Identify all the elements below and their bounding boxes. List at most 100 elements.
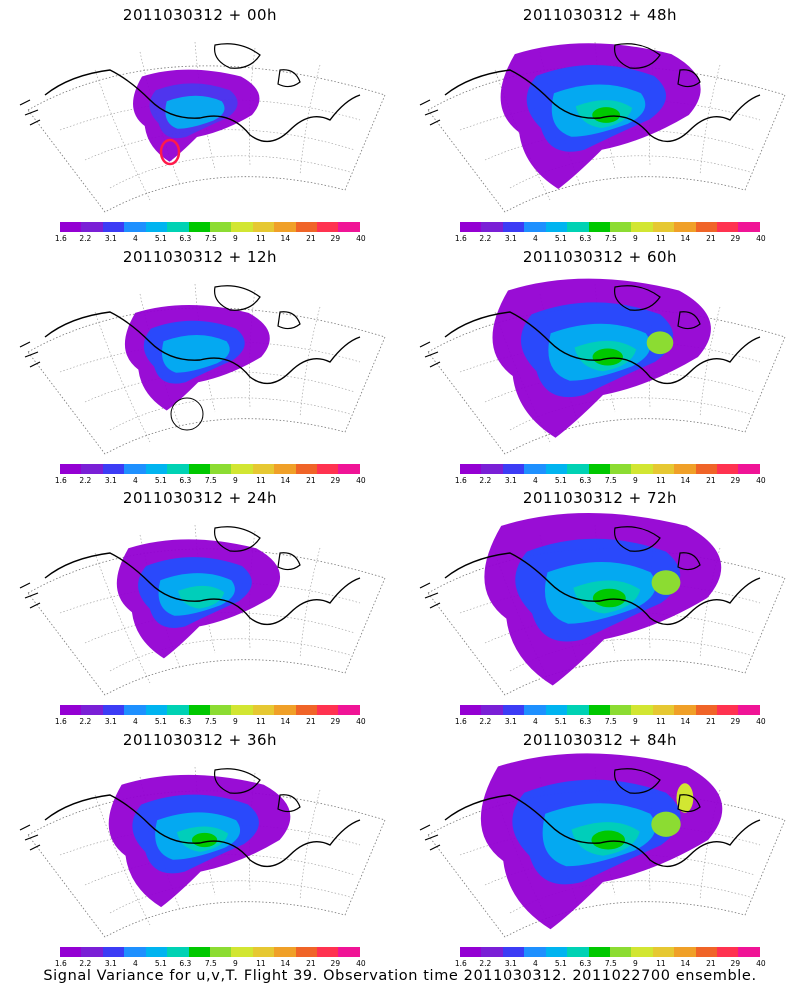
colorbar-tick-label: 7.5 (204, 959, 217, 968)
colorbar-swatch (717, 705, 739, 715)
colorbar-swatch (588, 947, 610, 957)
colorbar-tick-label: 40 (356, 959, 366, 968)
colorbar-tick-label: 5.1 (154, 959, 167, 968)
colorbar-swatch (60, 464, 82, 474)
colorbar-swatch (252, 222, 275, 232)
colorbar-tick-label: 9 (632, 717, 638, 726)
colorbar-tick-label: 6.3 (579, 717, 592, 726)
colorbar-tick-label: 11 (256, 234, 266, 243)
colorbar-tick-label: 29 (330, 959, 341, 968)
colorbar-tick-label: 3.1 (104, 476, 117, 485)
colorbar-tick-label: 6.3 (579, 234, 592, 243)
colorbar-swatch (252, 947, 275, 957)
colorbar-swatch (102, 947, 125, 957)
colorbar-swatch (317, 222, 339, 232)
colorbar-swatch (652, 222, 675, 232)
colorbar-swatch (188, 222, 210, 232)
colorbar-tick-label: 11 (656, 234, 666, 243)
colorbar-tick-label: 21 (306, 717, 316, 726)
colorbar-tick-label: 4 (532, 476, 538, 485)
colorbar-tick-label: 1.6 (454, 717, 467, 726)
colorbar-swatch (252, 464, 275, 474)
map-panel: 2011030312 + 36h 1.6 2.2 3.1 4 5.1 6.3 7.5 9 11 14… (0, 725, 400, 968)
colorbar-swatch (695, 705, 718, 715)
colorbar (60, 705, 360, 715)
colorbar-swatch (145, 947, 168, 957)
colorbar-swatch (674, 222, 696, 232)
colorbar-swatch (609, 464, 632, 474)
colorbar-tick-label: 14 (680, 959, 691, 968)
colorbar-tick-label: 1.6 (54, 234, 67, 243)
map-panel: 2011030312 + 00h 1.6 2.2 3.1 4 5.1 6.3 7.5 9 11 14… (0, 0, 400, 243)
colorbar-swatch (524, 705, 546, 715)
variance-field (500, 43, 701, 189)
figure-caption: Signal Variance for u,v,T. Flight 39. Ob… (43, 968, 757, 984)
colorbar-tick-label: 9 (232, 476, 238, 485)
colorbar-tick-label: 29 (330, 476, 341, 485)
colorbar-tick-label: 40 (356, 717, 366, 726)
colorbar-tick-label: 21 (706, 476, 716, 485)
colorbar-swatch (274, 222, 296, 232)
colorbar-swatch (545, 464, 568, 474)
colorbar-swatch (167, 705, 189, 715)
colorbar-ticks: 1.6 2.2 3.1 4 5.1 6.3 7.5 9 11 14 21 29 40 (452, 476, 766, 486)
colorbar-swatch (588, 705, 610, 715)
map-panel: 2011030312 + 60h 1.6 2.2 3.1 4 5.1 6.3 7.5 9 11 14… (400, 242, 800, 485)
colorbar-swatch (524, 464, 546, 474)
colorbar-swatch (295, 464, 318, 474)
colorbar-swatch (481, 947, 503, 957)
panel-title: 2011030312 + 00h (122, 6, 278, 24)
colorbar-swatch (124, 464, 146, 474)
colorbar-tick-label: 7.5 (604, 959, 617, 968)
colorbar-swatch (631, 464, 653, 474)
colorbar-tick-label: 4 (532, 234, 538, 243)
colorbar-swatch (145, 705, 168, 715)
variance-field (124, 305, 270, 411)
colorbar-tick-label: 9 (632, 476, 638, 485)
colorbar-tick-label: 9 (232, 959, 238, 968)
colorbar-swatch (481, 464, 503, 474)
colorbar-tick-label: 29 (730, 234, 741, 243)
map-panel: 2011030312 + 84h 1.6 2.2 3.1 4 5.1 6.3 7.5 9 11 14… (400, 725, 800, 968)
colorbar-swatch (81, 947, 103, 957)
colorbar-swatch (588, 464, 610, 474)
colorbar-tick-label: 1.6 (54, 717, 67, 726)
colorbar-tick-label: 1.6 (454, 476, 467, 485)
colorbar-swatch (188, 947, 210, 957)
colorbar-tick-label: 11 (256, 476, 266, 485)
colorbar-tick-label: 11 (656, 717, 666, 726)
colorbar-swatch (188, 705, 210, 715)
colorbar-tick-label: 40 (756, 959, 766, 968)
map-panel: 2011030312 + 72h 1.6 2.2 3.1 4 5.1 6.3 7.5 9 11 14… (400, 483, 800, 726)
panel-title: 2011030312 + 84h (522, 731, 678, 749)
colorbar-tick-label: 2.2 (79, 234, 92, 243)
colorbar-swatch (674, 705, 696, 715)
colorbar-tick-label: 21 (706, 717, 716, 726)
colorbar-tick-label: 5.1 (554, 717, 567, 726)
colorbar-swatch (317, 464, 339, 474)
colorbar-tick-label: 29 (330, 234, 341, 243)
colorbar (60, 947, 360, 957)
colorbar-swatch (60, 705, 82, 715)
colorbar-tick-label: 7.5 (604, 476, 617, 485)
colorbar-swatch (545, 947, 568, 957)
colorbar-swatch (145, 464, 168, 474)
variance-field (492, 278, 711, 438)
colorbar-tick-label: 2.2 (79, 476, 92, 485)
colorbar-tick-label: 9 (232, 234, 238, 243)
colorbar-swatch (460, 222, 482, 232)
colorbar-tick-label: 14 (680, 476, 691, 485)
colorbar-tick-label: 2.2 (479, 476, 492, 485)
colorbar-tick-label: 6.3 (179, 234, 192, 243)
colorbar-swatch (167, 947, 189, 957)
colorbar-tick-label: 2.2 (79, 959, 92, 968)
variance-field (484, 513, 722, 686)
variance-field (116, 539, 281, 659)
colorbar-swatch (717, 947, 739, 957)
colorbar-swatch (252, 705, 275, 715)
colorbar-tick-label: 3.1 (104, 234, 117, 243)
colorbar-tick-label: 4 (132, 234, 138, 243)
colorbar-swatch (695, 464, 718, 474)
colorbar-swatch (274, 947, 296, 957)
colorbar-tick-label: 5.1 (154, 717, 167, 726)
